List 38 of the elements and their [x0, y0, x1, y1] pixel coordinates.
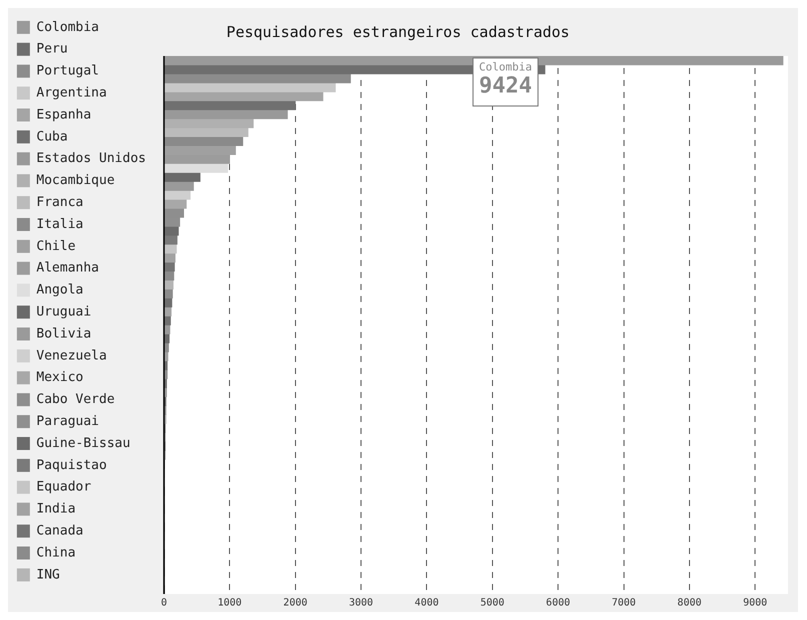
legend-label: Cabo Verde — [36, 392, 115, 408]
legend-label: Alemanha — [36, 260, 100, 276]
x-tick-label: 2000 — [283, 598, 308, 609]
x-tick-label: 1000 — [218, 598, 242, 609]
legend-label: Uruguai — [36, 304, 92, 320]
legend-label: Equador — [36, 480, 92, 495]
legend-label: Espanha — [36, 107, 92, 122]
legend-label: Franca — [36, 194, 84, 210]
legend-label: Peru — [36, 42, 68, 57]
legend-label: Guine-Bissau — [36, 436, 130, 451]
legend-label: Venezuela — [36, 348, 107, 364]
x-tick-label: 3000 — [348, 598, 374, 609]
legend-label: Cuba — [36, 129, 68, 144]
x-tick-label: 6000 — [546, 598, 570, 609]
legend-label: India — [36, 502, 76, 517]
chart-title: Pesquisadores estrangeiros cadastrados — [226, 22, 570, 41]
legend-label: Paraguai — [36, 414, 100, 429]
legend-label: Paquistao — [36, 458, 107, 473]
annotation: Colombia 9424 — [479, 60, 532, 99]
legend-label: Argentina — [36, 85, 107, 100]
x-tick-label: 7000 — [612, 598, 636, 609]
x-tick-label: 5000 — [480, 598, 504, 609]
legend-label: Italia — [36, 216, 84, 232]
legend-label: Angola — [36, 282, 84, 298]
legend-label: Estados Unidos — [36, 151, 146, 166]
legend-label: Colombia — [36, 20, 100, 35]
legend-label: Bolivia — [36, 326, 92, 342]
legend-label: Mexico — [36, 370, 84, 386]
x-tick-label: 4000 — [414, 598, 439, 609]
x-tick-label: 9000 — [743, 598, 768, 609]
legend-label: Chile — [36, 238, 76, 254]
legend-label: China — [36, 545, 76, 560]
legend-label: ING — [36, 567, 60, 582]
legend-label: Portugal — [36, 64, 100, 79]
legend-label: Canada — [36, 523, 84, 538]
x-tick-label: 0 — [160, 598, 167, 609]
x-tick-label: 8000 — [677, 598, 702, 609]
legend-label: Mocambique — [36, 173, 115, 188]
